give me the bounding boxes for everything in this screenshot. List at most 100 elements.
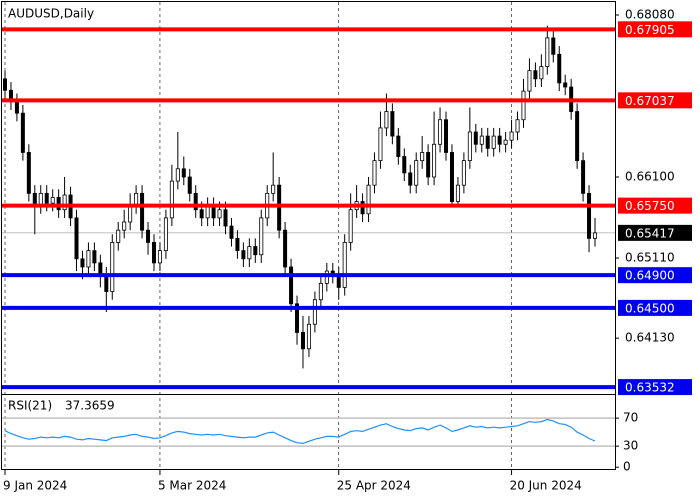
candle-body <box>300 332 305 350</box>
candle-body <box>384 111 389 129</box>
candle-body <box>62 194 67 211</box>
y-tick-label: 0 <box>623 460 631 474</box>
indicator-name: RSI(21) <box>8 399 52 413</box>
candle-body <box>557 53 562 84</box>
candle-body <box>444 119 449 153</box>
x-tick-label: 5 Mar 2024 <box>158 479 226 493</box>
candle-body <box>318 282 323 301</box>
candle-body <box>342 242 347 288</box>
candle-body <box>390 111 395 137</box>
candle-body <box>485 135 490 149</box>
candle-body <box>163 217 168 252</box>
candle-body <box>110 242 115 292</box>
candle-body <box>253 246 258 256</box>
y-tick-label: 70 <box>623 411 638 425</box>
candle-body <box>20 112 25 153</box>
candle-body <box>86 250 91 268</box>
candle-body <box>521 90 526 121</box>
y-tick-label: 0.64130 <box>625 331 675 345</box>
chart-title: AUDUSD,Daily <box>8 7 94 21</box>
candle-body <box>432 143 437 178</box>
x-tick-label: 9 Jan 2024 <box>3 479 67 493</box>
candle-body <box>551 37 556 55</box>
candle-body <box>104 274 109 292</box>
candle-body <box>241 250 246 260</box>
y-tick-label: 0.68080 <box>625 8 675 22</box>
candle-body <box>438 119 443 145</box>
candle-body <box>50 197 55 204</box>
candle-body <box>175 168 180 182</box>
candle-body <box>581 160 586 194</box>
candle-body <box>527 70 532 92</box>
candle-body <box>26 152 31 194</box>
x-tick-label: 25 Apr 2024 <box>337 479 411 493</box>
candle-body <box>217 209 222 219</box>
y-tick-label: 0.65110 <box>625 250 675 264</box>
candle-body <box>402 156 407 174</box>
candle-body <box>479 135 484 145</box>
candle-body <box>491 135 496 149</box>
last-price-box <box>618 224 692 241</box>
level-label: 0.65750 <box>625 199 675 213</box>
last-price-label: 0.65417 <box>625 226 675 240</box>
candle-body <box>503 139 508 145</box>
candle-body <box>509 131 514 141</box>
level-label-box <box>618 379 692 396</box>
candle-body <box>467 131 472 162</box>
candle-body <box>348 209 353 243</box>
candle-body <box>539 66 544 80</box>
candle-body <box>229 225 234 239</box>
indicator-line <box>4 418 596 445</box>
level-label-box <box>618 299 692 316</box>
candle-body <box>533 70 538 80</box>
candle-body <box>497 135 502 145</box>
candle-body <box>289 266 294 305</box>
candle-body <box>449 152 454 202</box>
candle-body <box>14 101 19 114</box>
indicator-value: 37.3659 <box>65 399 115 413</box>
candle-body <box>128 205 133 223</box>
candle-body <box>295 303 300 333</box>
level-label: 0.63532 <box>625 381 675 395</box>
level-label-box <box>618 267 692 284</box>
candle-body <box>181 168 186 178</box>
candle-body <box>56 197 61 211</box>
candle-body <box>306 323 311 350</box>
candle-body <box>563 82 568 88</box>
candle-body <box>414 160 419 186</box>
candle-body <box>283 229 288 268</box>
candle-body <box>426 152 431 178</box>
candle-body <box>80 258 85 268</box>
candle-body <box>575 111 580 162</box>
candle-body <box>408 172 413 186</box>
candle-body <box>587 192 592 239</box>
level-label: 0.67037 <box>625 94 675 108</box>
level-label-box <box>618 92 692 109</box>
candle-body <box>312 299 317 325</box>
candle-body <box>372 160 377 186</box>
candle-body <box>593 232 598 239</box>
candle-body <box>545 37 550 67</box>
y-tick-label: 0.66100 <box>625 169 675 183</box>
candle-body <box>146 229 151 243</box>
candle-body <box>378 127 383 162</box>
candle-body <box>515 119 520 133</box>
candle-body <box>223 209 228 227</box>
candle-body <box>157 250 162 264</box>
plot-frame <box>1 1 616 470</box>
level-label: 0.64900 <box>625 269 675 283</box>
candle-body <box>3 78 8 91</box>
level-label-box <box>618 21 692 38</box>
candle-body <box>324 270 329 284</box>
y-tick-label: 30 <box>623 439 638 453</box>
candle-body <box>140 192 145 231</box>
candle-body <box>235 237 240 252</box>
candle-body <box>74 217 79 260</box>
candle-body <box>187 176 192 194</box>
candle-body <box>420 152 425 162</box>
candle-body <box>473 131 478 145</box>
candle-body <box>396 135 401 157</box>
candle-body <box>271 184 276 194</box>
candle-body <box>455 184 460 202</box>
